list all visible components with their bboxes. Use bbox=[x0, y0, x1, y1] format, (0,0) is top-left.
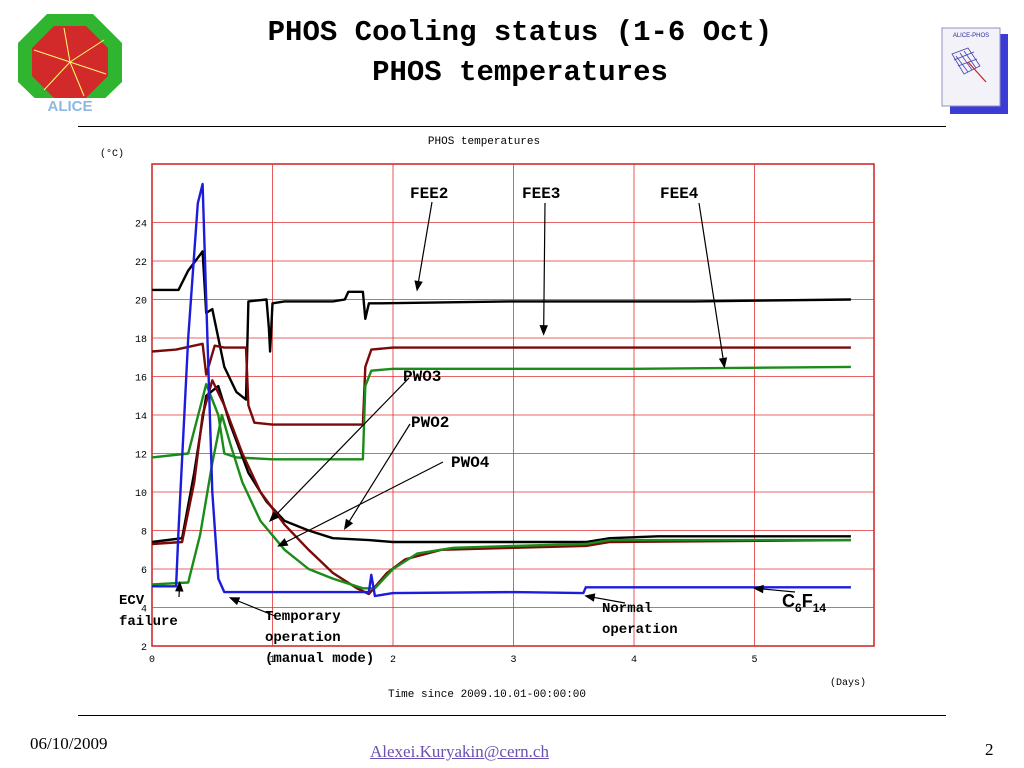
plot-area bbox=[151, 163, 875, 647]
arrow-head bbox=[752, 584, 764, 594]
label-pwo4: PWO4 bbox=[451, 454, 490, 472]
slide-title: PHOS Cooling status (1-6 Oct) bbox=[267, 16, 773, 49]
svg-text:operation: operation bbox=[265, 630, 341, 646]
arrow-line bbox=[543, 202, 546, 335]
phos-logo-text: ALICE-PHOS bbox=[953, 33, 989, 39]
arrow-head bbox=[268, 511, 280, 523]
x-axis-title: Time since 2009.10.01-00:00:00 bbox=[388, 689, 586, 701]
arrow-line bbox=[278, 461, 444, 547]
label-fee3: FEE3 bbox=[522, 185, 560, 203]
y-tick-label: 18 bbox=[135, 335, 147, 346]
x-tick-label: 3 bbox=[510, 655, 516, 666]
y-unit-label: (°C) bbox=[100, 148, 124, 160]
y-tick-label: 2 bbox=[141, 643, 147, 654]
x-tick-label: 0 bbox=[149, 655, 155, 666]
y-tick-label: 12 bbox=[135, 451, 147, 462]
arrow-head bbox=[277, 538, 289, 547]
svg-text:operation: operation bbox=[602, 622, 678, 638]
y-tick-label: 6 bbox=[141, 566, 147, 577]
svg-text:(manual mode): (manual mode) bbox=[265, 651, 374, 667]
series-line-fee3 bbox=[151, 342, 851, 426]
x-tick-label: 4 bbox=[631, 655, 637, 666]
arrow-head bbox=[343, 518, 354, 530]
arrow-head bbox=[228, 597, 241, 606]
label-fee2: FEE2 bbox=[410, 185, 448, 203]
alice-phos-logo: ALICE-PHOS bbox=[938, 26, 1008, 116]
arrow-line bbox=[344, 423, 411, 529]
arrow-line bbox=[416, 201, 433, 290]
arrow-head bbox=[718, 357, 728, 369]
y-tick-label: 14 bbox=[135, 412, 147, 423]
arrow-line bbox=[269, 377, 410, 522]
y-tick-label: 16 bbox=[135, 374, 147, 385]
label-pwo3: PWO3 bbox=[403, 368, 441, 386]
label-ecv-failure: ECV bbox=[119, 593, 145, 609]
x-tick-label: 1 bbox=[269, 655, 275, 666]
y-tick-label: 8 bbox=[141, 528, 147, 539]
y-tick-label: 22 bbox=[135, 258, 147, 269]
y-tick-label: 4 bbox=[141, 605, 147, 616]
series-line-pwo2 bbox=[151, 379, 851, 596]
label-normal-operation: Normal bbox=[602, 601, 652, 617]
y-tick-label: 24 bbox=[135, 220, 147, 231]
series-line-c6f14 bbox=[152, 182, 851, 598]
x-tick-label: 2 bbox=[390, 655, 396, 666]
y-tick-label: 20 bbox=[135, 297, 147, 308]
logo-text: ALICE bbox=[48, 98, 93, 115]
slide-subtitle: PHOS temperatures bbox=[372, 56, 668, 89]
footer-email-link[interactable]: Alexei.Kuryakin@cern.ch bbox=[370, 742, 549, 761]
arrow-head bbox=[175, 580, 184, 592]
y-tick-label: 10 bbox=[135, 489, 147, 500]
arrow-head bbox=[414, 280, 423, 292]
arrow-line bbox=[698, 202, 725, 367]
bottom-divider bbox=[78, 715, 946, 716]
arrow-head bbox=[584, 593, 596, 602]
label-fee4: FEE4 bbox=[660, 185, 699, 203]
label-pwo2: PWO2 bbox=[411, 414, 449, 432]
top-divider bbox=[78, 126, 946, 127]
page-number: 2 bbox=[985, 740, 994, 759]
series-line-pwo4 bbox=[151, 413, 851, 590]
x-tick-label: 5 bbox=[751, 655, 757, 666]
series-line-fee4 bbox=[151, 365, 851, 461]
footer-date: 06/10/2009 bbox=[30, 734, 108, 753]
label-temporary-operation: Temporary bbox=[265, 609, 341, 625]
x-unit-label: (Days) bbox=[830, 677, 866, 689]
alice-logo: ALICE bbox=[14, 10, 126, 115]
arrow-head bbox=[539, 325, 548, 336]
chart-title: PHOS temperatures bbox=[428, 136, 540, 148]
svg-text:failure: failure bbox=[119, 614, 178, 630]
